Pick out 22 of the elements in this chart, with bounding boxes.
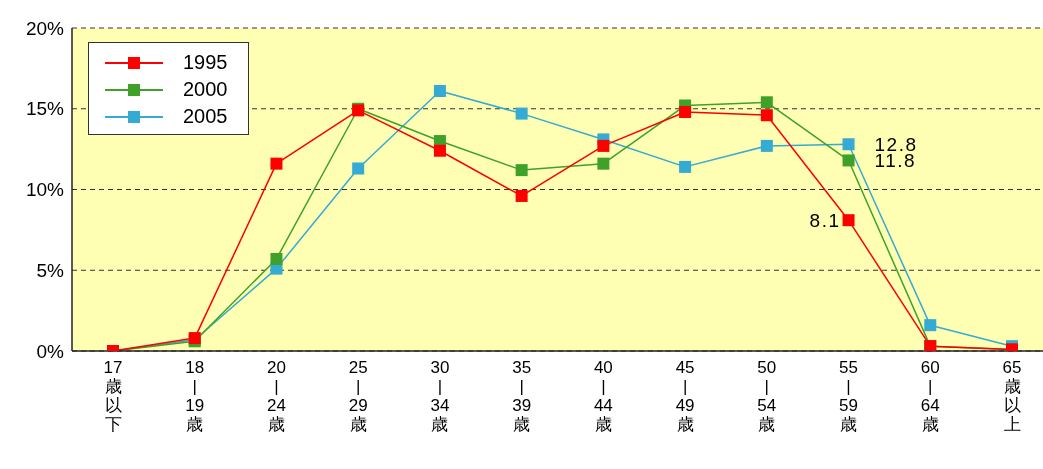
y-tick-label: 0% [36,340,65,362]
x-tick-label: 30|34歳 [430,358,450,434]
y-tick-label: 15% [25,98,65,120]
y-tick-label: 5% [36,259,65,281]
data-label: 11.8 [874,150,917,172]
y-tick-label: 20% [25,17,65,39]
x-tick-label: 20|24歳 [266,358,286,434]
legend-label: 2000 [183,78,228,101]
x-tick-label: 45|49歳 [675,358,695,434]
x-tick-label: 50|54歳 [757,358,777,434]
y-tick-label: 10% [25,179,65,201]
data-label: 8.1 [809,210,841,232]
legend-label: 2005 [183,105,228,128]
x-tick-label: 18|19歳 [185,358,205,434]
x-tick-label: 25|29歳 [348,358,368,434]
legend-label: 1995 [183,51,228,74]
x-tick-label: 65歳以上 [1002,358,1022,434]
x-tick-label: 60|64歳 [920,358,940,434]
x-tick-label: 40|44歳 [593,358,613,434]
x-tick-label: 35|39歳 [512,358,532,434]
x-tick-label: 17歳以下 [103,358,123,434]
x-tick-label: 55|59歳 [839,358,859,434]
